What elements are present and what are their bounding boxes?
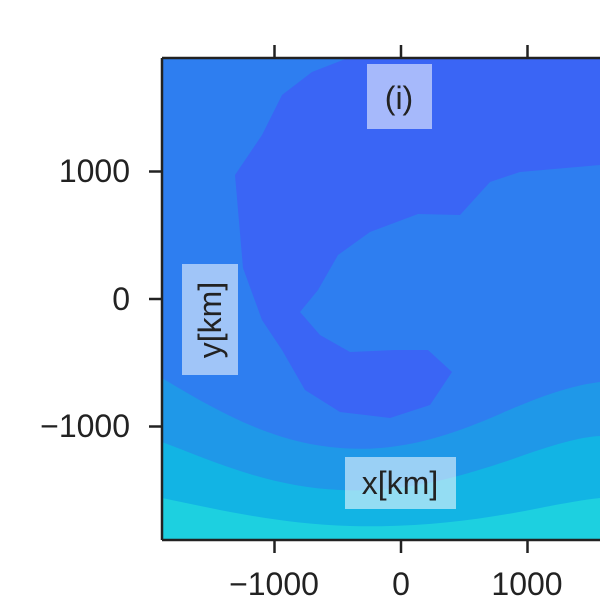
x-tick-label: 0	[392, 566, 410, 600]
contour-band-highest	[162, 498, 600, 540]
axis-ticks	[149, 45, 529, 553]
x-tick-label: 1000	[491, 566, 562, 600]
xlabel-box: x[km]	[345, 457, 456, 509]
plot-area	[162, 58, 600, 540]
y-tick-label: 1000	[59, 153, 130, 189]
panel-label-box: (i)	[367, 64, 432, 129]
ylabel-box: y[km]	[182, 264, 238, 375]
y-tick-label: −1000	[40, 408, 130, 444]
x-tick-labels: −1000 0 1000	[229, 566, 563, 600]
panel-label: (i)	[385, 80, 413, 116]
x-tick-label: −1000	[229, 566, 319, 600]
contour-band-high	[162, 436, 600, 540]
y-axis-label: y[km]	[192, 282, 228, 358]
y-tick-label: 0	[112, 281, 130, 317]
contour-band-lowest	[235, 58, 600, 418]
y-tick-labels: 1000 0 −1000	[40, 153, 130, 444]
x-axis-label: x[km]	[362, 465, 438, 501]
